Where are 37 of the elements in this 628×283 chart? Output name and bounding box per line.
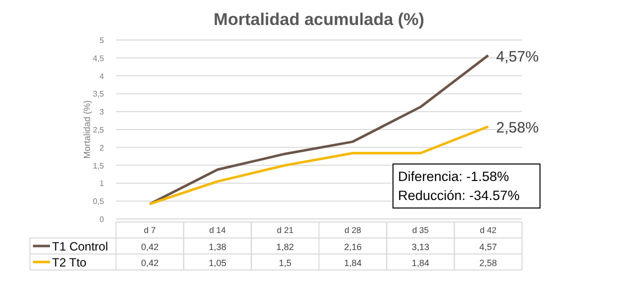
y-tick-label: 4 xyxy=(100,72,105,81)
data-label: 0,42 xyxy=(141,258,159,268)
data-label: 1,82 xyxy=(276,242,294,252)
y-tick-label: 3 xyxy=(100,108,105,117)
data-label: 4,57 xyxy=(479,242,497,252)
chart-title: Mortalidad acumulada (%) xyxy=(214,10,424,29)
x-tick-label: d 28 xyxy=(344,225,362,235)
annotation: 4,57% xyxy=(496,48,539,66)
annotation: 2,58% xyxy=(496,120,539,137)
x-tick-label: d 7 xyxy=(144,225,156,235)
y-tick-label: 2 xyxy=(100,143,105,152)
y-tick-label: 0 xyxy=(100,215,105,224)
y-tick-label: 5 xyxy=(100,36,105,45)
y-tick-label: 1,5 xyxy=(92,161,105,170)
y-tick-label: 4,5 xyxy=(92,54,105,63)
y-tick-label: 0,5 xyxy=(92,197,105,206)
data-label: 3,13 xyxy=(412,242,430,252)
data-label: 2,16 xyxy=(344,242,362,252)
annotation: Diferencia: -1.58% xyxy=(398,169,510,184)
data-label: 0,42 xyxy=(141,242,159,252)
y-tick-label: 2,5 xyxy=(92,126,105,134)
legend-label: T2 Tto xyxy=(52,256,87,270)
data-label: 2,58 xyxy=(479,258,497,268)
x-tick-label: d 35 xyxy=(412,225,430,235)
legend-label: T1 Control xyxy=(52,240,108,254)
data-label: 1,05 xyxy=(208,258,226,268)
y-tick-label: 3,5 xyxy=(92,90,105,99)
x-tick-label: d 42 xyxy=(480,225,497,235)
data-label: 1,5 xyxy=(278,258,292,268)
x-tick-label: d 14 xyxy=(209,225,226,235)
annotation: Reducción: -34.57% xyxy=(398,188,520,203)
data-label: 1,84 xyxy=(412,258,430,268)
y-tick-label: 1 xyxy=(100,179,105,188)
data-label: 1,84 xyxy=(344,258,362,268)
x-tick-label: d 21 xyxy=(276,225,294,235)
y-axis-title: Mortalidad (%) xyxy=(82,100,92,159)
data-label: 1,38 xyxy=(208,242,226,252)
